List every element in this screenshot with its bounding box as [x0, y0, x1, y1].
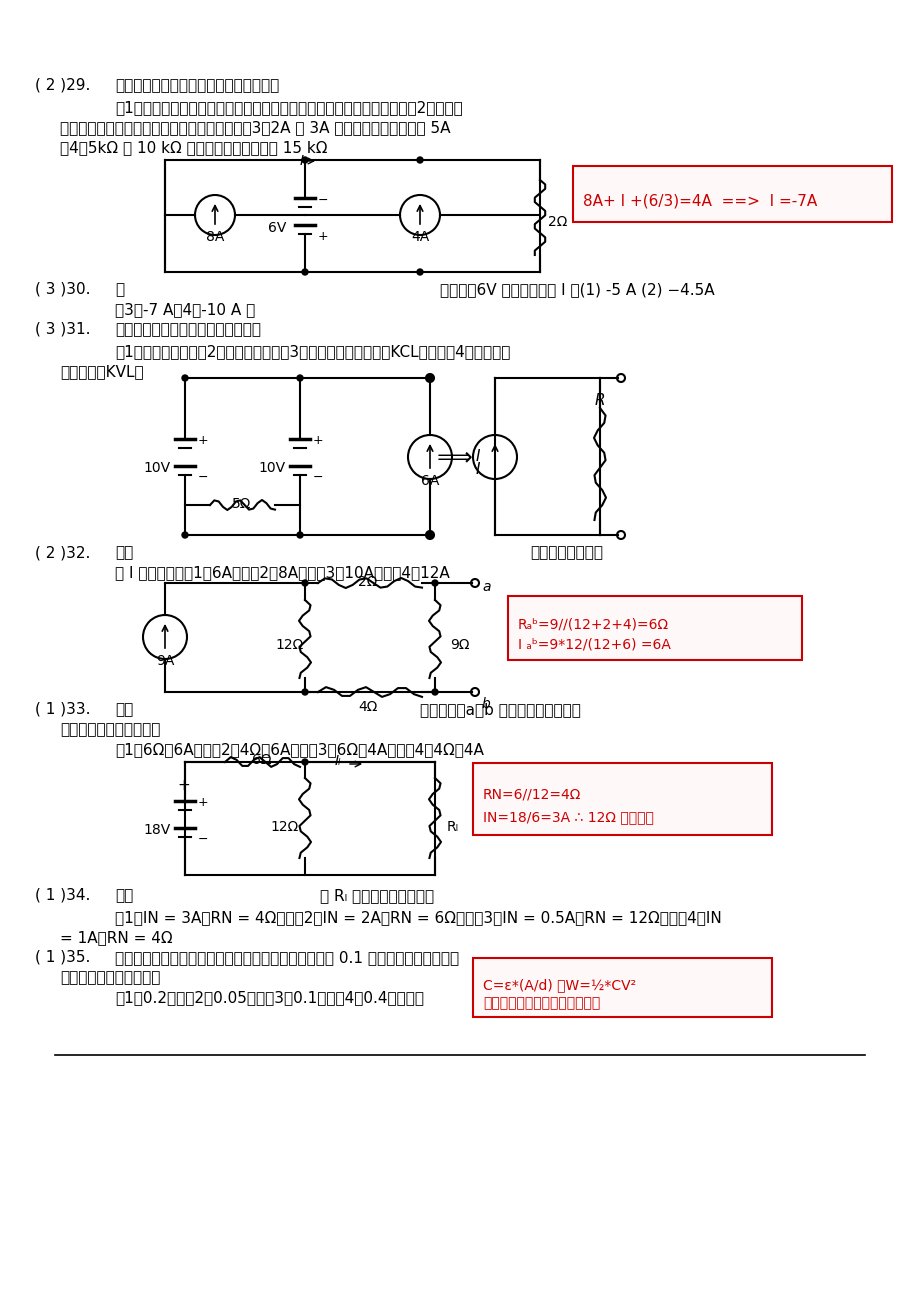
- Text: C=ε*(A/d) ，W=½*CV²: C=ε*(A/d) ，W=½*CV²: [482, 978, 635, 992]
- Circle shape: [416, 158, 423, 163]
- Text: 12Ω: 12Ω: [276, 638, 304, 652]
- Text: 一平行板電容器接於一直流固定電源，所儲存之能量為 0.1 焦耳，若將兩極板距離: 一平行板電容器接於一直流固定電源，所儲存之能量為 0.1 焦耳，若將兩極板距離: [115, 950, 459, 965]
- Text: （1）0.2　　（2）0.05　　（3）0.1　　（4）0.4　　焦耳: （1）0.2 （2）0.05 （3）0.1 （4）0.4 焦耳: [115, 990, 424, 1005]
- Text: 距離減半，則所儲存之能量加倍: 距離減半，則所儲存之能量加倍: [482, 996, 599, 1010]
- Text: ( 2 )32.: ( 2 )32.: [35, 546, 90, 560]
- Text: +: +: [176, 779, 189, 793]
- Text: 圖: 圖: [115, 283, 124, 297]
- Text: −: −: [318, 194, 328, 207]
- Text: IN=18/6=3A ∴ 12Ω 已被短路: IN=18/6=3A ∴ 12Ω 已被短路: [482, 810, 653, 824]
- Text: Rₐᵇ=9∕∕(12+2+4)=6Ω: Rₐᵇ=9∕∕(12+2+4)=6Ω: [517, 618, 668, 631]
- Circle shape: [297, 375, 302, 381]
- Text: 6A: 6A: [420, 474, 438, 488]
- Text: 中，流紹6V 電壓源之電流 I 為(1) -5 A (2) −4.5A: 中，流紹6V 電壓源之電流 I 為(1) -5 A (2) −4.5A: [439, 283, 714, 297]
- Text: +: +: [198, 797, 209, 810]
- Text: +: +: [318, 230, 328, 243]
- Text: Rₗ: Rₗ: [447, 820, 459, 835]
- Text: 18V: 18V: [143, 823, 170, 837]
- Text: a: a: [482, 579, 490, 594]
- Text: I: I: [300, 154, 304, 168]
- Text: = 1A，RN = 4Ω: = 1A，RN = 4Ω: [60, 930, 173, 945]
- Text: （1）平面上任繪一圓圈，則流入該圓圈之電荷必比流出之電荷較少　　（2）理想電: （1）平面上任繪一圓圈，則流入該圓圈之電荷必比流出之電荷較少 （2）理想電: [115, 100, 462, 115]
- Text: ( 3 )30.: ( 3 )30.: [35, 283, 90, 297]
- Text: ( 1 )35.: ( 1 )35.: [35, 950, 90, 965]
- Text: 電壓定律（KVL）: 電壓定律（KVL）: [60, 365, 143, 379]
- Text: 8A: 8A: [206, 230, 224, 243]
- Circle shape: [426, 375, 433, 381]
- Text: I ₐᵇ=9*12/(12+6) =6A: I ₐᵇ=9*12/(12+6) =6A: [517, 638, 670, 652]
- Text: 流源之流出電流為固定値與其端電壓無關　　（3）2A 與 3A 之電流串聯，總電流為 5A: 流源之流出電流為固定値與其端電壓無關 （3）2A 與 3A 之電流串聯，總電流為…: [60, 120, 450, 135]
- Text: 6V: 6V: [267, 221, 286, 234]
- Text: I: I: [475, 449, 480, 464]
- Text: 2Ω: 2Ω: [357, 575, 378, 589]
- Text: 5Ω: 5Ω: [233, 497, 252, 510]
- Circle shape: [297, 533, 302, 538]
- Text: 如圖: 如圖: [115, 546, 133, 560]
- Text: （4）5kΩ 與 10 kΩ 並聯後其等效電阻値為 15 kΩ: （4）5kΩ 與 10 kΩ 並聯後其等效電阻値為 15 kΩ: [60, 141, 327, 155]
- Circle shape: [301, 689, 308, 695]
- Text: （1）歐姆定律　　（2）焦耳定理　　（3）克希荷夫電流定律（KCL）　　（4）克希荷夫: （1）歐姆定律 （2）焦耳定理 （3）克希荷夫電流定律（KCL） （4）克希荷夫: [115, 344, 510, 359]
- Text: −: −: [198, 470, 209, 483]
- Text: 10V: 10V: [143, 461, 170, 475]
- Text: +: +: [312, 435, 323, 448]
- Text: ( 3 )31.: ( 3 )31.: [35, 322, 90, 337]
- Text: +: +: [198, 435, 209, 448]
- Text: 求圖: 求圖: [115, 888, 133, 904]
- Text: ( 1 )34.: ( 1 )34.: [35, 888, 90, 904]
- Text: 所示為等效電路，: 所示為等效電路，: [529, 546, 602, 560]
- Text: 12Ω: 12Ω: [270, 820, 299, 835]
- Circle shape: [301, 759, 308, 766]
- Text: 10V: 10V: [258, 461, 285, 475]
- Text: b: b: [482, 697, 490, 711]
- Text: RN=6//12=4Ω: RN=6//12=4Ω: [482, 788, 581, 802]
- Text: 中 Rₗ 兩端的諾頑等效電路: 中 Rₗ 兩端的諾頑等效電路: [320, 888, 434, 904]
- Text: 9A: 9A: [155, 654, 174, 668]
- Text: 6Ω: 6Ω: [252, 753, 271, 767]
- Text: R: R: [594, 393, 605, 408]
- Text: ⟹: ⟹: [437, 445, 472, 469]
- Text: 4A: 4A: [411, 230, 428, 243]
- Text: I: I: [475, 462, 480, 477]
- Circle shape: [301, 270, 308, 275]
- Text: ( 1 )33.: ( 1 )33.: [35, 702, 90, 717]
- Text: 下列有關電路之敍述，何者為正確敍述？: 下列有關電路之敍述，何者為正確敍述？: [115, 78, 279, 92]
- Text: 則 I 之値為　　（1）6A　　（2）8A　　（3）10A　　（4）12A: 則 I 之値為 （1）6A （2）8A （3）10A （4）12A: [115, 565, 449, 579]
- Text: −: −: [312, 470, 323, 483]
- Text: 如圖: 如圖: [115, 702, 133, 717]
- Text: −: −: [198, 832, 209, 845]
- FancyBboxPatch shape: [573, 165, 891, 223]
- Text: （3）-7 A（4）-10 A 。: （3）-7 A（4）-10 A 。: [115, 302, 255, 316]
- Text: （1）6Ω、6A　　（2）4Ω、6A　　（3）6Ω、4A　　（4）4Ω、4A: （1）6Ω、6A （2）4Ω、6A （3）6Ω、4A （4）4Ω、4A: [115, 742, 483, 756]
- Text: 阻與諾頑等效電流分別為: 阻與諾頑等效電流分別為: [60, 723, 160, 737]
- Text: Iₗ: Iₗ: [335, 754, 341, 768]
- FancyBboxPatch shape: [472, 958, 771, 1017]
- Circle shape: [182, 533, 187, 538]
- Text: 8A+ I +(6/3)=4A  ==>  I =-7A: 8A+ I +(6/3)=4A ==> I =-7A: [583, 194, 816, 210]
- FancyBboxPatch shape: [507, 596, 801, 660]
- Text: 所示電路，a、b 兩端間的諾頑等效電: 所示電路，a、b 兩端間的諾頑等效電: [420, 702, 580, 717]
- Text: 4Ω: 4Ω: [357, 700, 378, 713]
- Circle shape: [432, 579, 437, 586]
- Circle shape: [432, 689, 437, 695]
- FancyBboxPatch shape: [472, 763, 771, 835]
- Circle shape: [301, 579, 308, 586]
- Circle shape: [426, 533, 433, 538]
- Text: （1）IN = 3A，RN = 4Ω　　（2）IN = 2A，RN = 6Ω　　（3）IN = 0.5A，RN = 12Ω　　（4）IN: （1）IN = 3A，RN = 4Ω （2）IN = 2A，RN = 6Ω （3…: [115, 910, 721, 924]
- Circle shape: [301, 158, 308, 163]
- Circle shape: [416, 270, 423, 275]
- Text: 減半，則所儲存之能量為: 減半，則所儲存之能量為: [60, 970, 160, 986]
- Text: ( 2 )29.: ( 2 )29.: [35, 78, 90, 92]
- Text: 用節點電壓法分析電路，乃是依據：: 用節點電壓法分析電路，乃是依據：: [115, 322, 261, 337]
- Circle shape: [182, 375, 187, 381]
- Text: 9Ω: 9Ω: [449, 638, 469, 652]
- Text: 2Ω: 2Ω: [548, 215, 567, 229]
